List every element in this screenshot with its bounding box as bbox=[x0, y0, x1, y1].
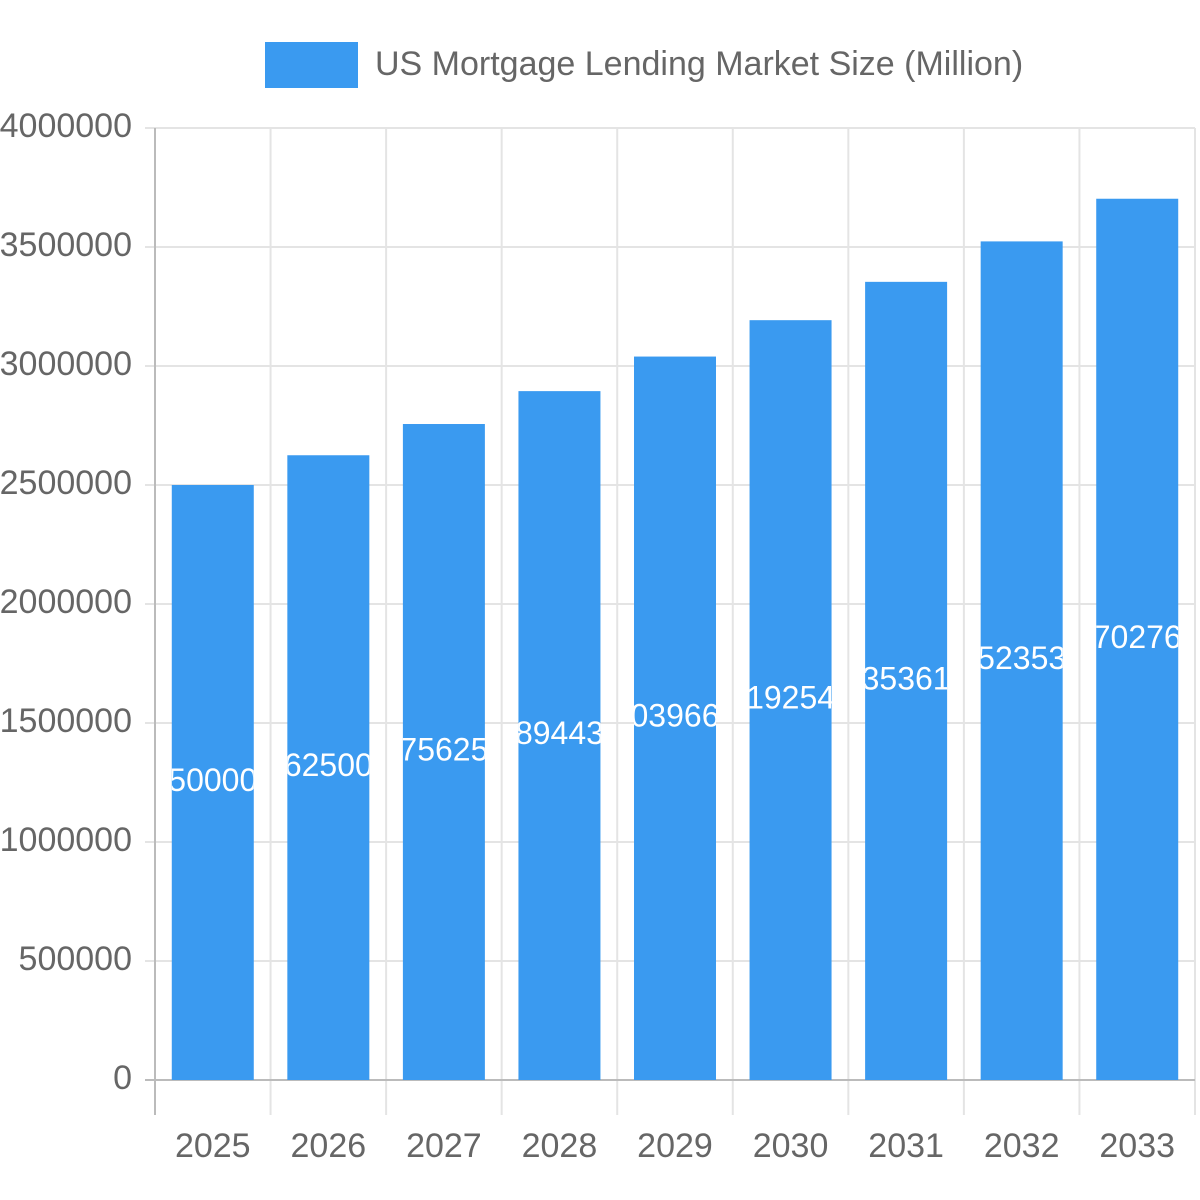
x-tick-label: 2028 bbox=[522, 1127, 598, 1165]
bar bbox=[287, 455, 370, 1080]
x-tick-label: 2031 bbox=[868, 1127, 944, 1165]
bar bbox=[980, 241, 1063, 1081]
value-label: 3192540 bbox=[728, 680, 853, 716]
value-label: 2500000 bbox=[150, 762, 275, 798]
bar bbox=[634, 356, 716, 1080]
y-tick-label: 3000000 bbox=[0, 345, 132, 383]
value-label: 3353610 bbox=[844, 660, 969, 696]
value-label: 2625000 bbox=[266, 747, 391, 783]
value-label: 2894430 bbox=[497, 715, 622, 751]
y-tick-label: 1500000 bbox=[0, 702, 132, 740]
x-tick-label: 2026 bbox=[291, 1127, 367, 1165]
y-tick-label: 1000000 bbox=[0, 821, 132, 859]
y-tick-label: 4000000 bbox=[0, 107, 132, 145]
value-label: 3702760 bbox=[1075, 619, 1200, 655]
y-tick-label: 2500000 bbox=[0, 464, 132, 502]
x-tick-label: 2025 bbox=[175, 1127, 251, 1165]
bar bbox=[749, 320, 832, 1080]
value-label: 3039660 bbox=[613, 698, 738, 734]
x-tick-label: 2030 bbox=[753, 1127, 829, 1165]
bar bbox=[865, 281, 948, 1080]
bar bbox=[518, 391, 601, 1080]
y-tick-label: 3500000 bbox=[0, 226, 132, 264]
value-label: 3523530 bbox=[959, 640, 1084, 676]
x-tick-label: 2033 bbox=[1099, 1127, 1175, 1165]
x-tick-label: 2027 bbox=[406, 1127, 482, 1165]
y-tick-label: 500000 bbox=[19, 940, 132, 978]
y-tick-label: 0 bbox=[113, 1059, 132, 1097]
value-label: 2756250 bbox=[382, 731, 507, 767]
legend-label: US Mortgage Lending Market Size (Million… bbox=[375, 45, 1023, 83]
bar bbox=[1096, 198, 1179, 1081]
bar bbox=[171, 485, 254, 1080]
legend-swatch bbox=[265, 42, 358, 88]
bar bbox=[402, 424, 485, 1080]
x-tick-label: 2029 bbox=[637, 1127, 713, 1165]
y-tick-label: 2000000 bbox=[0, 583, 132, 621]
x-tick-label: 2032 bbox=[984, 1127, 1060, 1165]
